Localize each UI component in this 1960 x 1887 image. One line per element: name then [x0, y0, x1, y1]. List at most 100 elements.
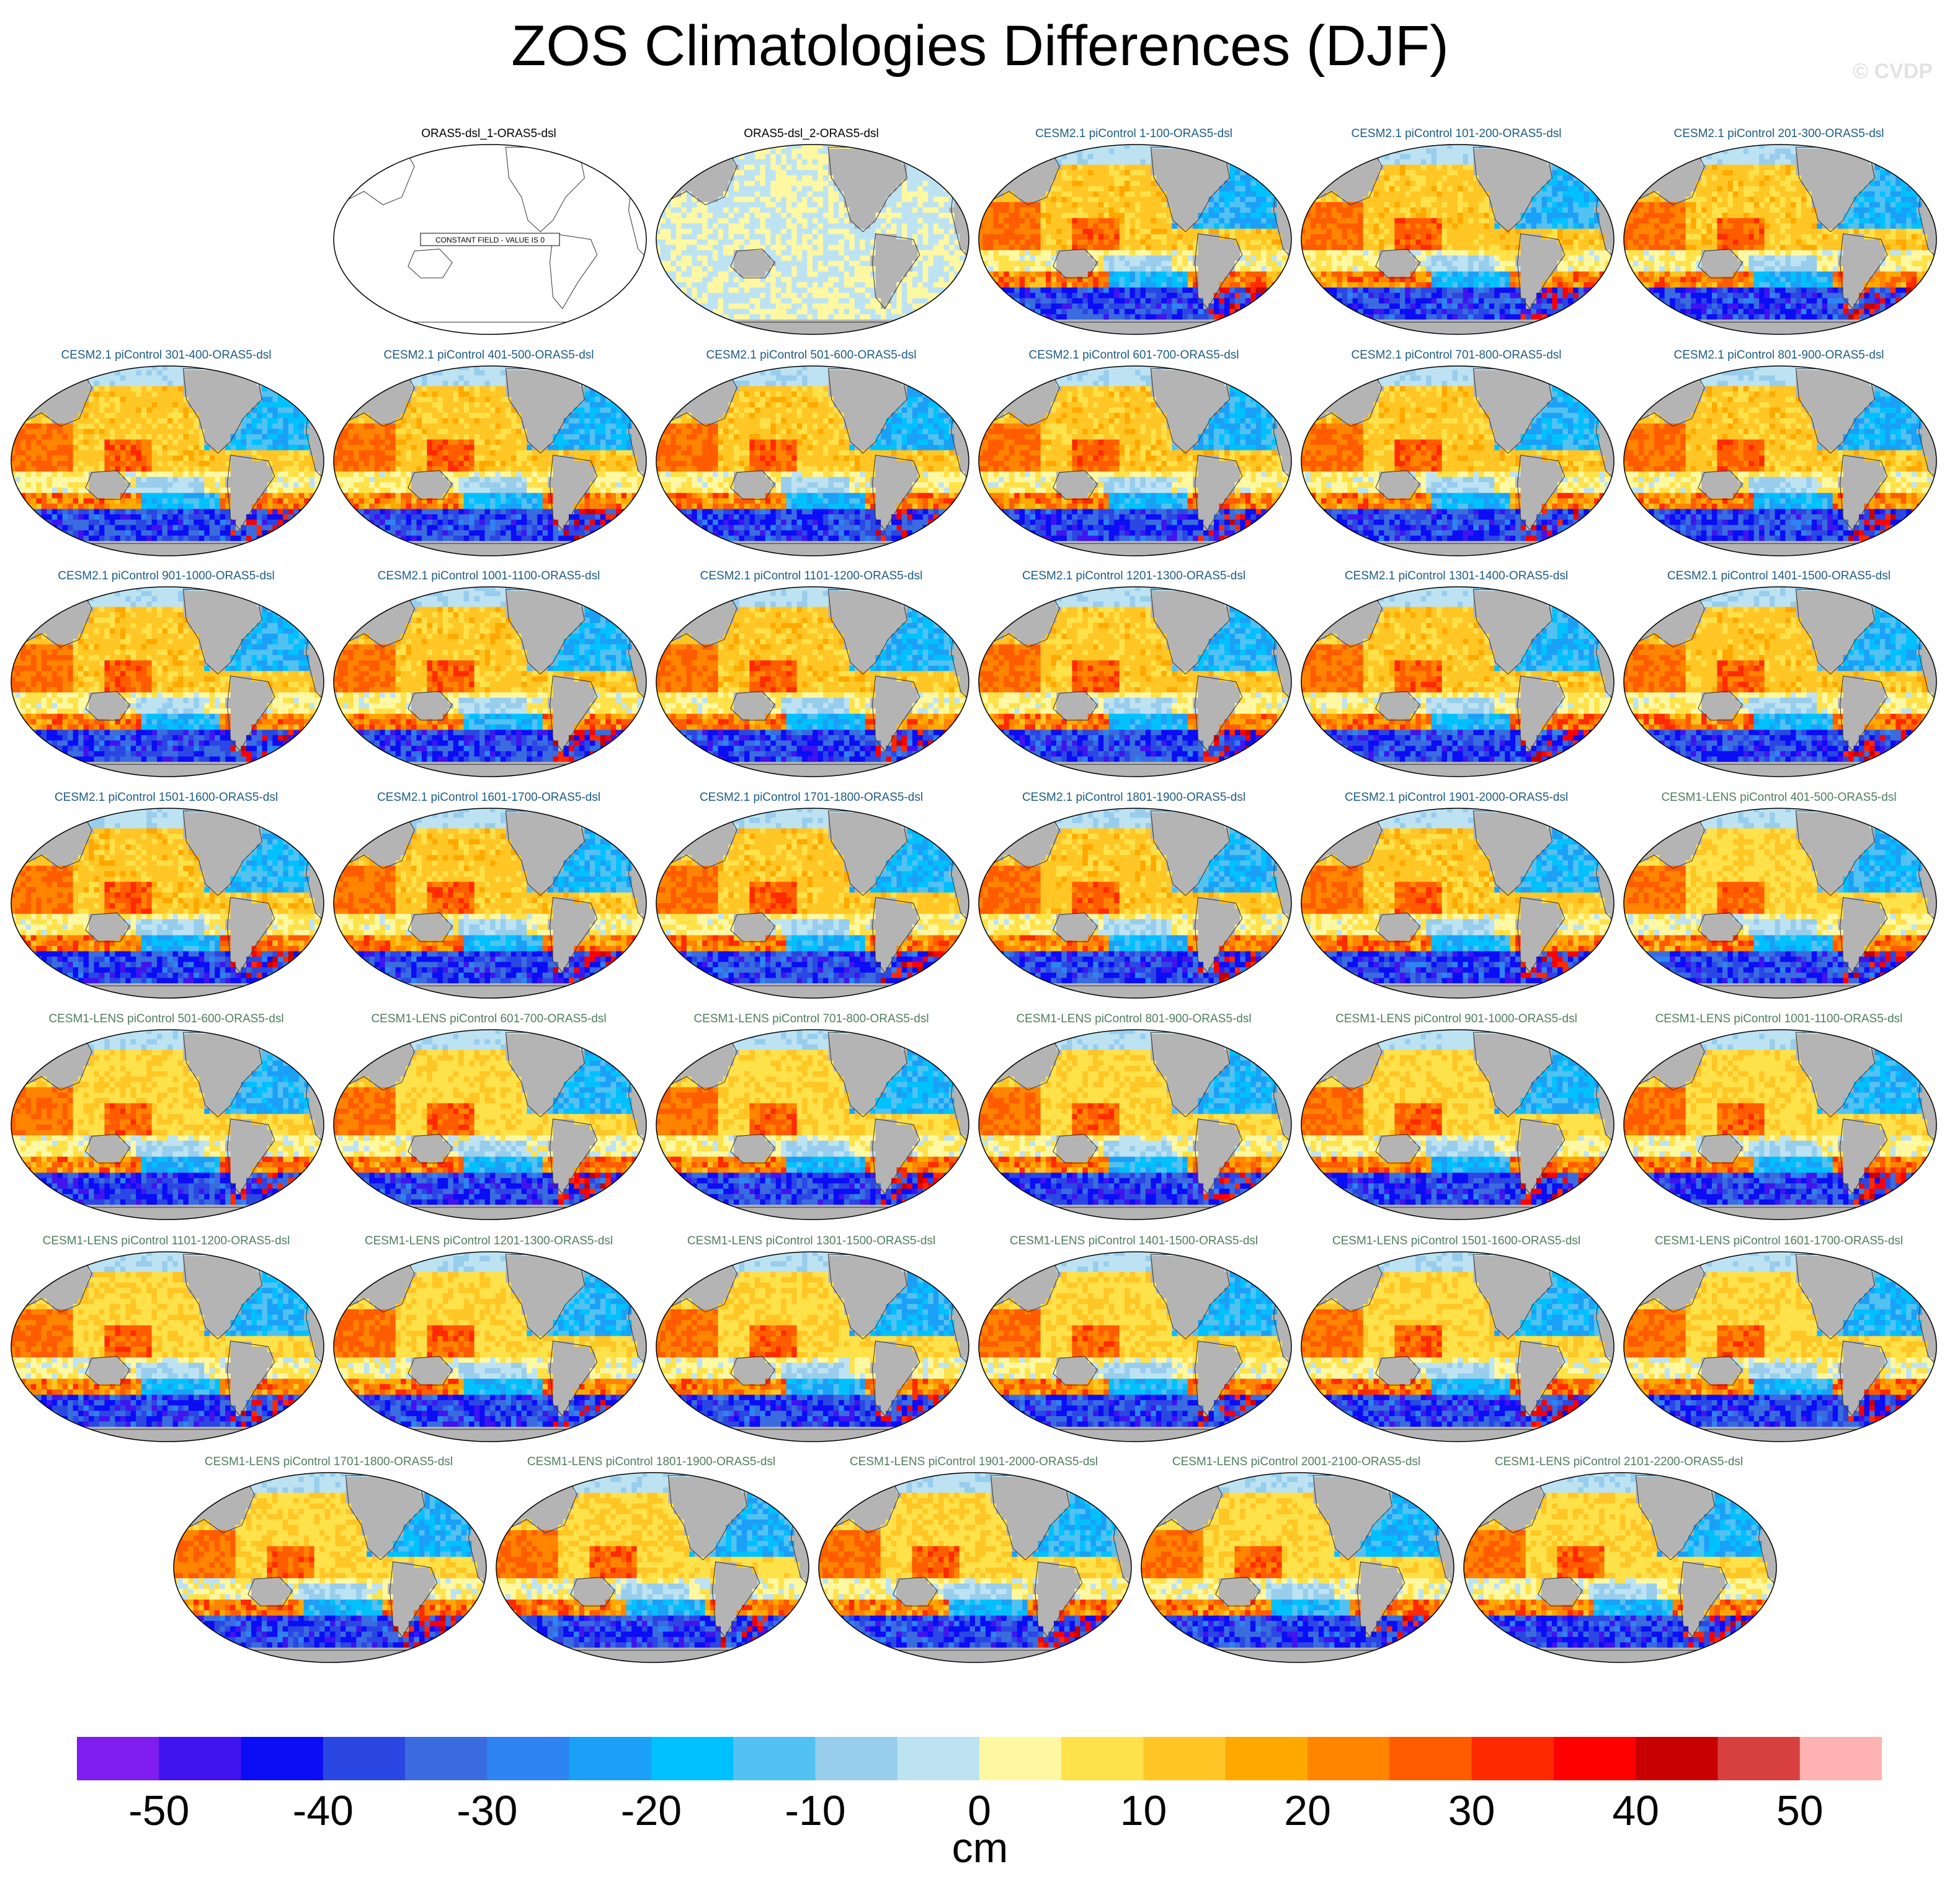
map-panel-title: CESM2.1 piControl 401-500-ORAS5-dsl [315, 349, 662, 362]
map-panel: CESM1-LENS piControl 601-700-ORAS5-dsl [327, 1012, 650, 1233]
map-panel-title: CESM1-LENS piControl 1201-1300-ORAS5-dsl [315, 1234, 662, 1248]
map-panel-title: CESM1-LENS piControl 501-600-ORAS5-dsl [0, 1012, 340, 1026]
colorbar-swatch [1800, 1737, 1882, 1780]
colorbar-swatch [1636, 1737, 1718, 1780]
map-panel: CESM1-LENS piControl 1201-1300-ORAS5-dsl [327, 1234, 650, 1455]
world-map [172, 1471, 488, 1664]
map-panel: CESM1-LENS piControl 1601-1700-ORAS5-dsl [1618, 1234, 1940, 1455]
world-map [10, 1251, 325, 1443]
map-panel: CESM1-LENS piControl 1701-1800-ORAS5-dsl [167, 1455, 490, 1676]
map-panel: CESM2.1 piControl 1001-1100-ORAS5-dsl [327, 569, 650, 790]
world-map [1623, 586, 1938, 778]
map-panel-title: CESM2.1 piControl 1-100-ORAS5-dsl [960, 127, 1307, 141]
map-panel-title: CESM2.1 piControl 1601-1700-ORAS5-dsl [315, 791, 662, 805]
map-panel-title: CESM2.1 piControl 201-300-ORAS5-dsl [1605, 127, 1953, 141]
map-panel-title: CESM1-LENS piControl 1101-1200-ORAS5-dsl [0, 1234, 340, 1248]
map-panel-title: CESM1-LENS piControl 401-500-ORAS5-dsl [1605, 791, 1953, 805]
map-panel-title: CESM2.1 piControl 801-900-ORAS5-dsl [1605, 349, 1953, 362]
map-panel: CESM1-LENS piControl 2101-2200-ORAS5-dsl [1458, 1455, 1780, 1676]
map-panel: CESM2.1 piControl 1701-1800-ORAS5-dsl [650, 791, 973, 1012]
map-panel-title: CESM1-LENS piControl 1001-1100-ORAS5-dsl [1605, 1012, 1953, 1026]
world-map [332, 586, 648, 778]
world-map [655, 807, 970, 999]
world-map [1463, 1471, 1778, 1664]
colorbar-swatch [1717, 1737, 1800, 1780]
world-map [1300, 1251, 1615, 1443]
map-panel: CESM2.1 piControl 1301-1400-ORAS5-dsl [1295, 569, 1618, 790]
world-map [1140, 1471, 1455, 1664]
world-map [332, 1028, 648, 1221]
world-map [1300, 365, 1615, 557]
map-panel: CESM2.1 piControl 701-800-ORAS5-dsl [1295, 349, 1618, 569]
map-panel-title: CESM2.1 piControl 1401-1500-ORAS5-dsl [1605, 569, 1953, 583]
world-map [1300, 1028, 1615, 1221]
map-panel: CESM1-LENS piControl 1801-1900-ORAS5-dsl [490, 1455, 813, 1676]
colorbar-swatch [487, 1737, 569, 1780]
colorbar-swatch [815, 1737, 898, 1780]
world-map [978, 365, 1293, 557]
map-panel: CESM2.1 piControl 601-700-ORAS5-dsl [973, 349, 1295, 569]
colorbar-swatch [323, 1737, 406, 1780]
map-panel-title: CESM1-LENS piControl 1801-1900-ORAS5-dsl [478, 1455, 825, 1469]
colorbar-swatch [569, 1737, 652, 1780]
world-map [1300, 143, 1615, 336]
world-map [10, 1028, 325, 1221]
world-map [1623, 143, 1938, 336]
map-panel: CESM2.1 piControl 501-600-ORAS5-dsl [650, 349, 973, 569]
colorbar-swatch [1226, 1737, 1308, 1780]
map-panel-title: CESM1-LENS piControl 1401-1500-ORAS5-dsl [960, 1234, 1307, 1248]
world-map [978, 807, 1293, 999]
map-panel-title: CESM1-LENS piControl 701-800-ORAS5-dsl [638, 1012, 985, 1026]
map-panel: CESM2.1 piControl 1601-1700-ORAS5-dsl [327, 791, 650, 1012]
map-panel: CESM2.1 piControl 101-200-ORAS5-dsl [1295, 127, 1618, 348]
map-panel: CESM1-LENS piControl 701-800-ORAS5-dsl [650, 1012, 973, 1233]
colorbar-swatch [159, 1737, 241, 1780]
map-panel: CESM1-LENS piControl 2001-2100-ORAS5-dsl [1135, 1455, 1458, 1676]
map-panel-title: CESM2.1 piControl 1101-1200-ORAS5-dsl [638, 569, 985, 583]
map-panel-title: CESM1-LENS piControl 2001-2100-ORAS5-dsl [1123, 1455, 1470, 1469]
map-panel-title: CESM2.1 piControl 1301-1400-ORAS5-dsl [1283, 569, 1630, 583]
map-panel: CESM1-LENS piControl 501-600-ORAS5-dsl [5, 1012, 327, 1233]
colorbar [77, 1737, 1882, 1780]
map-panel-title: CESM1-LENS piControl 2101-2200-ORAS5-dsl [1445, 1455, 1793, 1469]
colorbar-swatch [405, 1737, 488, 1780]
map-panel: CESM2.1 piControl 301-400-ORAS5-dsl [5, 349, 327, 569]
world-map [655, 143, 970, 336]
world-map [10, 365, 325, 557]
world-map [495, 1471, 810, 1664]
map-panel: CESM1-LENS piControl 1001-1100-ORAS5-dsl [1618, 1012, 1940, 1233]
colorbar-swatch [979, 1737, 1062, 1780]
map-panel: CESM2.1 piControl 1801-1900-ORAS5-dsl [973, 791, 1295, 1012]
world-map [655, 586, 970, 778]
map-panel: CESM2.1 piControl 1101-1200-ORAS5-dsl [650, 569, 973, 790]
map-panel-grid: ORAS5-dsl_1-ORAS5-dsl CONSTANT FIELD - VA… [0, 0, 1960, 1737]
map-panel: CESM1-LENS piControl 801-900-ORAS5-dsl [973, 1012, 1295, 1233]
map-panel: CESM1-LENS piControl 1501-1600-ORAS5-dsl [1295, 1234, 1618, 1455]
map-panel-title: CESM2.1 piControl 1701-1800-ORAS5-dsl [638, 791, 985, 805]
world-map [1623, 365, 1938, 557]
world-map [978, 143, 1293, 336]
map-panel: CESM2.1 piControl 1501-1600-ORAS5-dsl [5, 791, 327, 1012]
colorbar-swatch [733, 1737, 816, 1780]
map-panel: CESM2.1 piControl 1401-1500-ORAS5-dsl [1618, 569, 1940, 790]
world-map [655, 1028, 970, 1221]
world-map [655, 365, 970, 557]
world-map [978, 1251, 1293, 1443]
map-panel: CESM1-LENS piControl 401-500-ORAS5-dsl [1618, 791, 1940, 1012]
world-map [332, 807, 648, 999]
map-panel-title: CESM1-LENS piControl 1501-1600-ORAS5-dsl [1283, 1234, 1630, 1248]
map-panel-title: CESM1-LENS piControl 901-1000-ORAS5-dsl [1283, 1012, 1630, 1026]
map-panel: CESM1-LENS piControl 1301-1500-ORAS5-dsl [650, 1234, 973, 1455]
colorbar-swatch [1307, 1737, 1390, 1780]
map-panel-title: CESM1-LENS piControl 1601-1700-ORAS5-dsl [1605, 1234, 1953, 1248]
map-panel-title: CESM2.1 piControl 101-200-ORAS5-dsl [1283, 127, 1630, 141]
map-panel: CESM2.1 piControl 901-1000-ORAS5-dsl [5, 569, 327, 790]
map-panel: CESM1-LENS piControl 1101-1200-ORAS5-dsl [5, 1234, 327, 1455]
map-panel: CESM2.1 piControl 801-900-ORAS5-dsl [1618, 349, 1940, 569]
colorbar-swatch [898, 1737, 980, 1780]
map-panel-title: CESM2.1 piControl 901-1000-ORAS5-dsl [0, 569, 340, 583]
map-panel-title: CESM2.1 piControl 1201-1300-ORAS5-dsl [960, 569, 1307, 583]
world-map [10, 586, 325, 778]
map-panel-title: ORAS5-dsl_1-ORAS5-dsl [315, 127, 662, 141]
world-map [817, 1471, 1133, 1664]
